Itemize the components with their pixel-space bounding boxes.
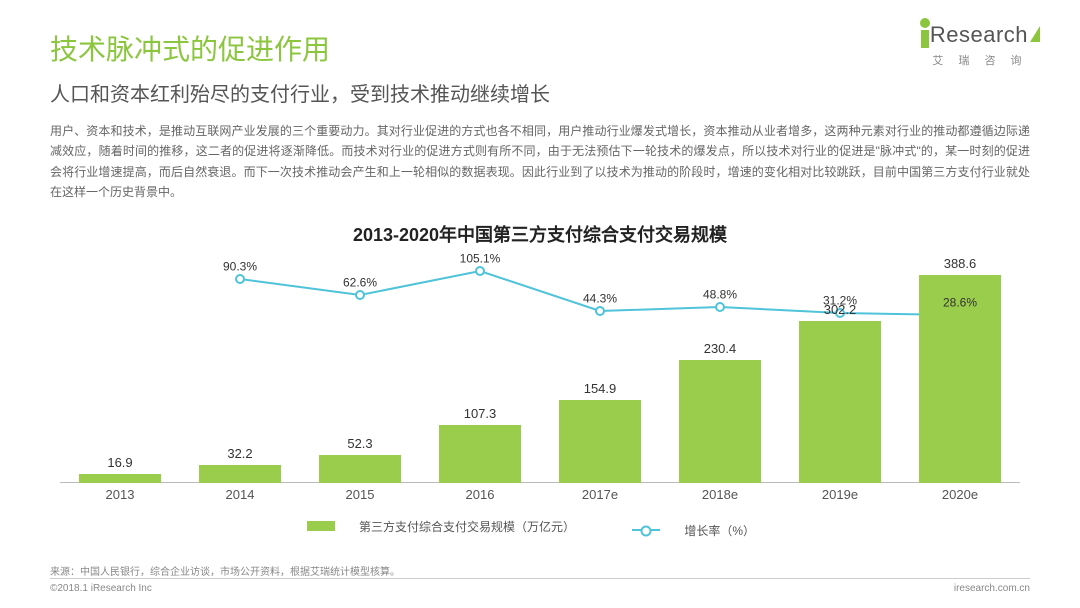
growth-label: 28.6%	[943, 295, 977, 309]
bar	[199, 465, 281, 482]
x-category: 2015	[300, 487, 420, 502]
bar	[799, 321, 881, 482]
bar-value-label: 388.6	[900, 256, 1020, 271]
x-category: 2016	[420, 487, 540, 502]
x-category: 2020e	[900, 487, 1020, 502]
combo-chart: 16.932.290.3%52.362.6%107.3105.1%154.944…	[60, 259, 1020, 539]
x-category: 2014	[180, 487, 300, 502]
bar-value-label: 230.4	[660, 341, 780, 356]
source-note: 来源：中国人民银行，综合企业访谈，市场公开资料，根据艾瑞统计模型核算。	[50, 563, 1030, 578]
copyright: ©2018.1 iResearch Inc	[50, 583, 152, 594]
x-category: 2017e	[540, 487, 660, 502]
x-category: 2018e	[660, 487, 780, 502]
growth-label: 90.3%	[223, 259, 257, 273]
brand-url: iresearch.com.cn	[954, 583, 1030, 594]
growth-label: 62.6%	[343, 275, 377, 289]
brand-sub: 艾 瑞 咨 询	[920, 52, 1040, 68]
bar	[79, 474, 161, 483]
growth-label: 31.2%	[823, 293, 857, 307]
footer: 来源：中国人民银行，综合企业访谈，市场公开资料，根据艾瑞统计模型核算。 ©201…	[50, 563, 1030, 594]
legend-line-swatch	[632, 529, 660, 531]
brand-name: Research	[930, 22, 1028, 48]
legend-bar-swatch	[307, 521, 335, 531]
bar	[439, 425, 521, 482]
growth-label: 44.3%	[583, 291, 617, 305]
bar-value-label: 32.2	[180, 446, 300, 461]
page-title: 技术脉冲式的促进作用	[50, 28, 1030, 68]
chart-title: 2013-2020年中国第三方支付综合支付交易规模	[50, 221, 1030, 247]
brand-logo: Research 艾 瑞 咨 询	[920, 18, 1040, 68]
x-category: 2019e	[780, 487, 900, 502]
bar-value-label: 154.9	[540, 381, 660, 396]
slide: Research 艾 瑞 咨 询 技术脉冲式的促进作用 人口和资本红利殆尽的支付…	[0, 0, 1080, 608]
legend-line-label: 增长率（%）	[684, 522, 755, 539]
bar	[679, 360, 761, 483]
bar-value-label: 52.3	[300, 436, 420, 451]
legend: 第三方支付综合支付交易规模（万亿元） 增长率（%）	[60, 518, 1020, 539]
page-subtitle: 人口和资本红利殆尽的支付行业，受到技术推动继续增长	[50, 78, 1030, 107]
bar	[319, 455, 401, 483]
bar-value-label: 107.3	[420, 406, 540, 421]
x-category: 2013	[60, 487, 180, 502]
bar	[559, 400, 641, 483]
bar-value-label: 16.9	[60, 455, 180, 470]
legend-bar-label: 第三方支付综合支付交易规模（万亿元）	[359, 518, 575, 535]
body-text: 用户、资本和技术，是推动互联网产业发展的三个重要动力。其对行业促进的方式也各不相…	[50, 121, 1030, 203]
growth-label: 48.8%	[703, 287, 737, 301]
growth-label: 105.1%	[460, 251, 501, 265]
